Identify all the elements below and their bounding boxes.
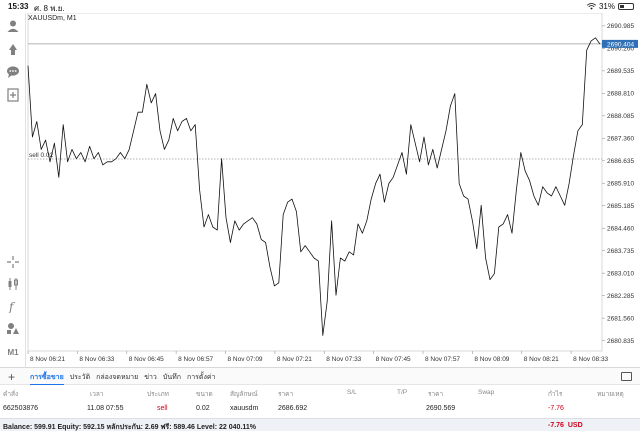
y-tick-label: 2683.010	[607, 270, 634, 277]
column-header-5: ราคา	[278, 391, 294, 398]
total-profit-currency: USD	[567, 422, 583, 429]
cell-cur_price: 2690.569	[426, 405, 456, 412]
price-chart[interactable]: 2690.985 2690.260 2689.535 2688.810 2688.085…	[26, 13, 640, 367]
timeframe-button[interactable]: M1	[7, 348, 19, 357]
y-tick-label: 2688.810	[607, 91, 634, 98]
y-tick-label: 2686.635	[607, 158, 634, 165]
column-header-10: กำไร	[548, 391, 563, 398]
candlestick-icon[interactable]	[4, 275, 22, 293]
x-tick-label: 8 Nov 08:09	[474, 356, 509, 363]
price-chart-canvas[interactable]: 2690.985 2690.260 2689.535 2688.810 2688.085…	[26, 13, 640, 367]
y-tick-label: 2687.360	[607, 136, 634, 143]
tab-0[interactable]: การซื้อขาย	[30, 372, 64, 385]
column-header-11: หมายเหตุ	[597, 391, 624, 398]
y-tick-label: 2683.735	[607, 248, 634, 255]
table-row[interactable]: 662503876 11.08 07:55 sell 0.02 xauusdm 2686.…	[0, 402, 640, 416]
y-tick-label: 2688.085	[607, 113, 634, 120]
left-toolbar: f M1	[0, 13, 26, 367]
cell-order: 662503876	[3, 405, 39, 412]
price-series-line	[27, 37, 601, 336]
column-header-1: เวลา	[90, 391, 104, 398]
column-header-6: S/L	[347, 389, 357, 396]
column-header-7: T/P	[397, 389, 408, 396]
tab-1[interactable]: ประวัติ	[69, 374, 91, 381]
objects-icon[interactable]	[4, 319, 22, 337]
indicator-function-icon[interactable]: f	[4, 297, 22, 315]
total-profit: -7.76 USD	[548, 422, 583, 429]
terminal-tabs: การซื้อขาย ประวัติ กล่องจดหมาย ข่าว บันทึก กา…	[30, 372, 215, 385]
balance-text: Balance: 599.91 Equity: 592.15 หลักประกั…	[3, 424, 256, 431]
crosshair-icon[interactable]	[4, 253, 22, 271]
y-tick-label: 2689.535	[607, 68, 634, 75]
total-profit-value: -7.76	[548, 422, 564, 429]
y-tick-label: 2684.460	[607, 226, 634, 233]
x-tick-label: 8 Nov 07:45	[376, 356, 411, 363]
x-tick-label: 8 Nov 06:57	[178, 356, 213, 363]
balance-summary: Balance: 599.91 Equity: 592.15 หลักประกั…	[0, 418, 640, 431]
tab-4[interactable]: บันทึก	[162, 374, 181, 381]
y-tick-label: 2681.560	[607, 315, 634, 322]
cell-profit: -7.76	[548, 405, 564, 412]
status-bar: 15:33 ศ. 8 พ.ย. 31%	[0, 0, 640, 13]
column-header-0: คำสั่ง	[3, 391, 19, 398]
status-right: 31%	[586, 2, 634, 11]
tab-2[interactable]: กล่องจดหมาย	[96, 374, 139, 381]
y-tick-label: 2685.185	[607, 203, 634, 210]
y-tick-label: 2685.910	[607, 181, 634, 188]
cell-size: 0.02	[196, 405, 210, 412]
x-tick-label: 8 Nov 07:57	[425, 356, 460, 363]
cell-time: 11.08 07:55	[87, 405, 124, 412]
y-tick-label: 2690.985	[607, 23, 634, 30]
y-tick-label: 2680.835	[607, 338, 634, 345]
battery-icon	[618, 3, 634, 10]
column-header-2: ประเภท	[147, 391, 169, 398]
order-level-label: sell 0.02	[29, 152, 54, 159]
x-tick-label: 8 Nov 08:21	[524, 356, 559, 363]
plot-frame	[27, 13, 603, 352]
cell-type: sell	[157, 405, 168, 412]
column-header-8: ราคา	[428, 391, 444, 398]
terminal-tabs-bar: + การซื้อขาย ประวัติ กล่องจดหมาย ข่าว บันทึก…	[0, 367, 640, 385]
x-tick-label: 8 Nov 06:21	[30, 356, 65, 363]
column-header-9: Swap	[478, 389, 495, 396]
column-header-3: ขนาด	[196, 391, 213, 398]
battery-percent: 31%	[598, 2, 615, 11]
chart-symbol-label: XAUUSDm, M1	[28, 15, 77, 22]
y-tick-label: 2682.285	[607, 293, 634, 300]
column-header-4: สัญลักษณ์	[230, 391, 258, 398]
trade-table-header: คำสั่ง เวลา ประเภท ขนาด สัญลักษณ์ ราคา S/L T/P ร…	[0, 386, 640, 400]
x-tick-label: 8 Nov 07:09	[228, 356, 263, 363]
account-icon[interactable]	[4, 17, 22, 35]
cell-price: 2686.692	[278, 405, 308, 412]
add-icon[interactable]: +	[8, 370, 16, 384]
chat-icon[interactable]	[4, 63, 22, 81]
trade-arrows-icon[interactable]	[4, 40, 22, 58]
tab-3[interactable]: ข่าว	[144, 374, 157, 381]
x-tick-label: 8 Nov 06:33	[79, 356, 114, 363]
bottom-spacer	[0, 431, 640, 447]
cell-symbol: xauusdm	[230, 405, 259, 412]
current-price-label: 2690.404	[607, 41, 634, 48]
x-tick-label: 8 Nov 07:21	[277, 356, 312, 363]
x-tick-label: 8 Nov 08:33	[573, 356, 608, 363]
x-tick-label: 8 Nov 06:45	[129, 356, 164, 363]
svg-text:f: f	[8, 300, 16, 313]
tab-5[interactable]: การตั้งค่า	[186, 374, 216, 381]
y-tick-label: 2690.260	[607, 46, 634, 53]
wifi-icon	[586, 3, 596, 10]
new-chart-icon[interactable]	[4, 86, 22, 104]
current-price-tag	[602, 39, 638, 48]
status-date: ศ. 8 พ.ย.	[34, 4, 65, 13]
status-time: 15:33	[8, 2, 29, 11]
x-tick-label: 8 Nov 07:33	[326, 356, 361, 363]
expand-panel-icon[interactable]	[621, 372, 632, 381]
